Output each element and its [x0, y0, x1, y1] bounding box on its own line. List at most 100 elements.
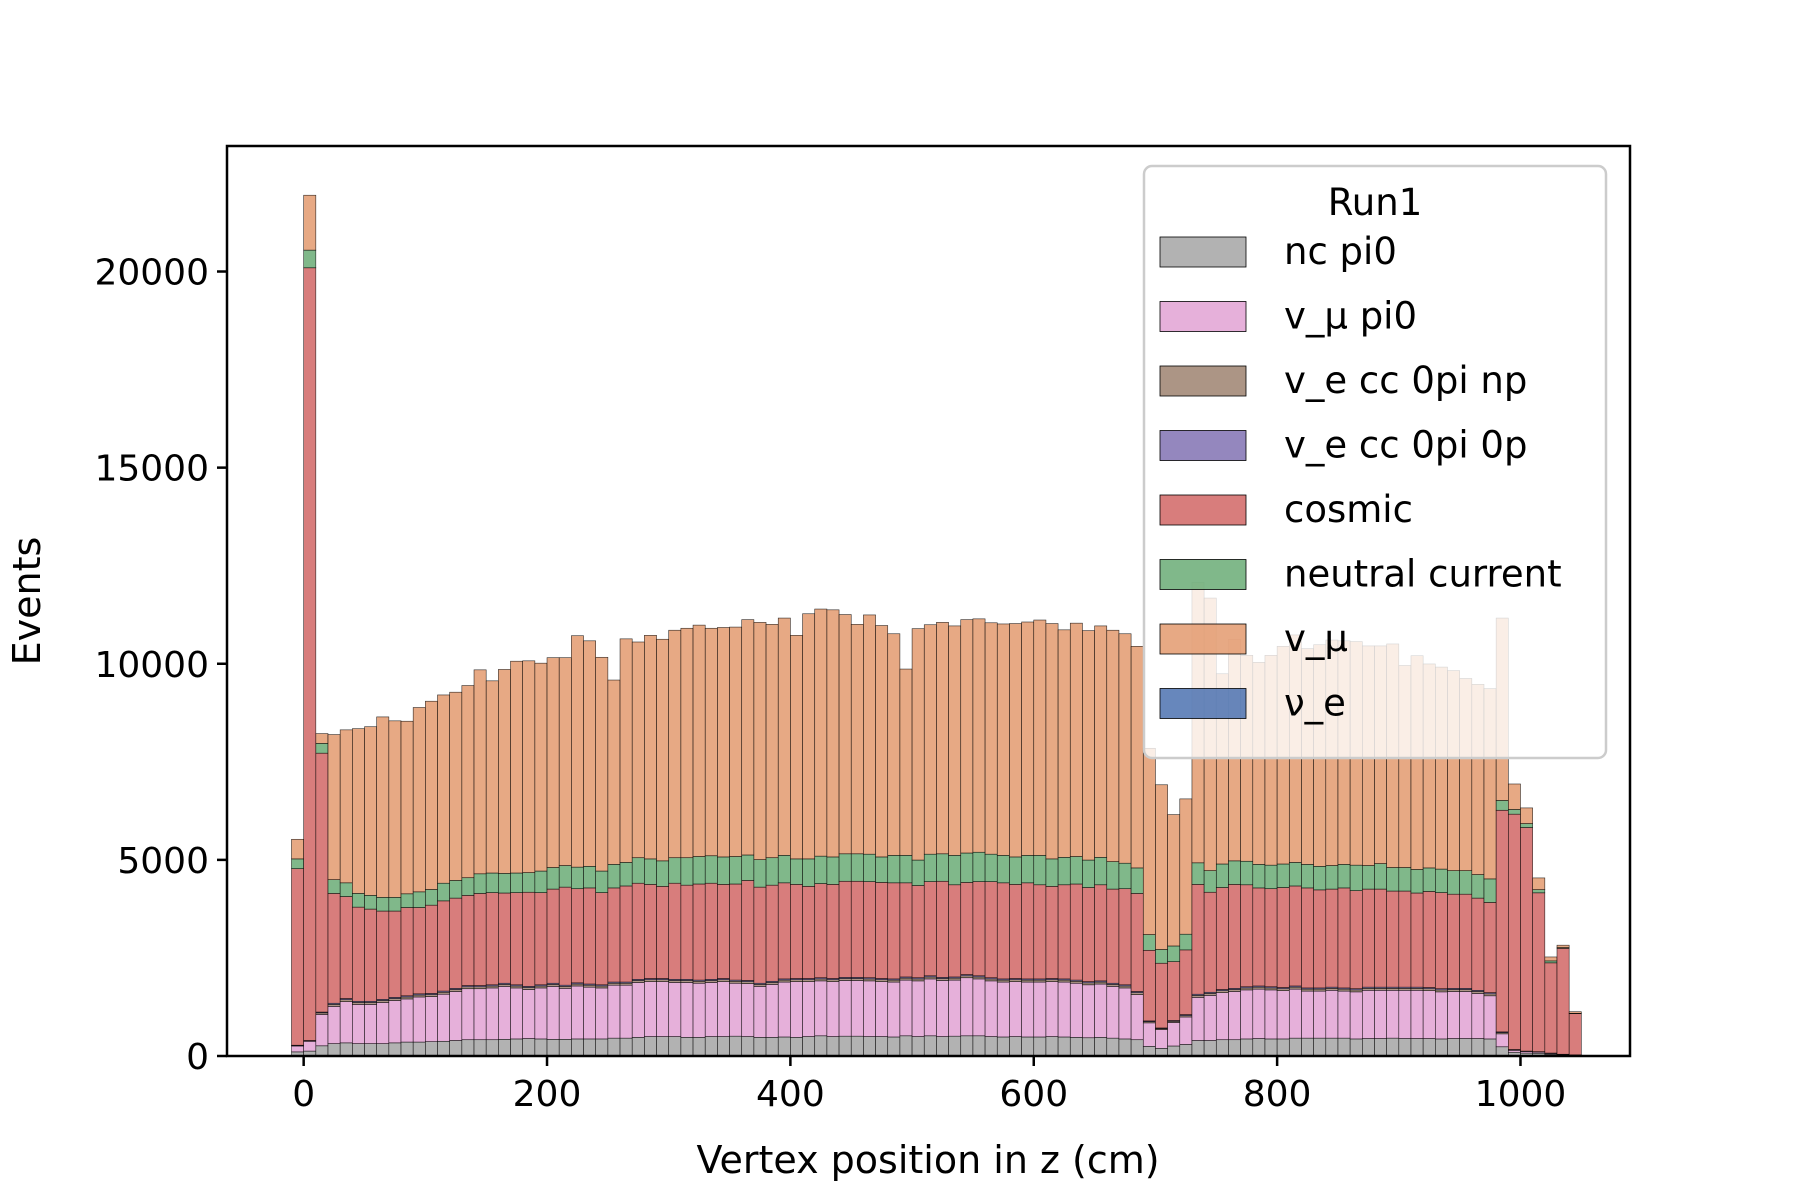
bar-v-pi0-bin-33 [692, 982, 706, 1038]
bar-v--bin-6 [364, 726, 377, 896]
bar-cosmic-bin-24 [583, 887, 596, 985]
bar-v-pi0-bin-18 [510, 987, 523, 1040]
bar-cosmic-bin-63 [1057, 884, 1071, 980]
bar-neutral-current-bin-45 [838, 853, 852, 882]
bar-nc-pi0-bin-3 [327, 1043, 341, 1056]
bar-neutral-current-bin-69 [1130, 867, 1144, 894]
bar-nc-pi0-bin-48 [875, 1036, 889, 1056]
bar-neutral-current-bin-77 [1228, 860, 1241, 885]
bar-neutral-current-bin-55 [960, 852, 974, 883]
bar-cosmic-bin-12 [437, 900, 450, 992]
bar-neutral-current-bin-36 [729, 856, 743, 885]
bar-nc-pi0-bin-16 [485, 1039, 499, 1056]
bar-cosmic-bin-8 [388, 910, 402, 998]
bar-cosmic-bin-64 [1069, 883, 1083, 981]
bar-v-pi0-bin-96 [1459, 991, 1473, 1039]
bar-nc-pi0-bin-4 [339, 1042, 353, 1056]
bar-v--bin-55 [960, 619, 974, 854]
bar-nc-pi0-bin-35 [717, 1036, 730, 1056]
bar-v--bin-56 [972, 618, 986, 853]
bar-nc-pi0-bin-9 [400, 1041, 414, 1056]
bar-cosmic-bin-105 [1568, 1013, 1582, 1056]
bar-v--bin-103 [1544, 956, 1558, 962]
bar-neutral-current-bin-38 [753, 859, 767, 888]
bar-cosmic-bin-55 [960, 882, 974, 975]
bar-nc-pi0-bin-42 [802, 1036, 816, 1056]
bar-v-pi0-bin-28 [631, 982, 645, 1038]
bar-neutral-current-bin-67 [1106, 861, 1120, 890]
bar-cosmic-bin-23 [571, 888, 584, 984]
bar-cosmic-bin-85 [1325, 888, 1339, 988]
bar-neutral-current-bin-42 [802, 858, 816, 887]
bar-neutral-current-bin-90 [1386, 867, 1400, 892]
bar-v-pi0-bin-53 [936, 980, 949, 1037]
bar-cosmic-bin-89 [1374, 888, 1387, 988]
bar-neutral-current-bin-60 [1021, 855, 1035, 884]
bar-v--bin-66 [1094, 625, 1108, 858]
bar-v--bin-43 [814, 608, 828, 857]
bar-cosmic-bin-49 [887, 882, 901, 980]
bar-neutral-current-bin-54 [948, 855, 962, 886]
bar-v-pi0-bin-32 [680, 982, 694, 1038]
bar-v--bin-63 [1057, 629, 1071, 858]
bar-v-pi0-bin-8 [388, 1000, 402, 1044]
y-axis: 0 5000 10000 15000 20000 [94, 253, 227, 1078]
bar-v-pi0-bin-13 [449, 991, 463, 1041]
bar-nc-pi0-bin-53 [936, 1036, 949, 1056]
bar-v-pi0-bin-19 [522, 989, 536, 1039]
bar-neutral-current-bin-3 [327, 879, 341, 894]
bar-neutral-current-bin-32 [680, 857, 694, 886]
bar-cosmic-bin-26 [607, 887, 621, 983]
bar-cosmic-bin-54 [948, 884, 962, 978]
bar-nc-pi0-bin-31 [668, 1036, 682, 1056]
bar-v-pi0-bin-27 [619, 984, 633, 1039]
bar-v--bin-45 [838, 614, 852, 855]
bar-cosmic-bin-36 [729, 883, 743, 981]
bar-neutral-current-bin-57 [984, 853, 998, 882]
bar-cosmic-bin-34 [704, 882, 718, 980]
bar-v--bin-50 [899, 668, 913, 856]
bar-nc-pi0-bin-57 [984, 1036, 998, 1056]
bar-nc-pi0-bin-75 [1203, 1040, 1217, 1056]
bar-cosmic-bin-0 [291, 868, 304, 1046]
bar-nc-pi0-bin-79 [1252, 1038, 1266, 1056]
bar-v-pi0-bin-16 [485, 987, 499, 1041]
bar-nc-pi0-bin-99 [1495, 1046, 1509, 1056]
bar-v--bin-68 [1118, 633, 1132, 864]
bar-neutral-current-bin-0 [291, 858, 304, 870]
bar-v-pi0-bin-55 [960, 977, 974, 1037]
bar-v-pi0-bin-68 [1118, 987, 1132, 1040]
bar-v--bin-35 [717, 627, 730, 858]
bar-neutral-current-bin-34 [704, 855, 718, 884]
bar-neutral-current-bin-73 [1179, 933, 1193, 951]
bar-nc-pi0-bin-90 [1386, 1037, 1400, 1056]
bar-v--bin-39 [765, 624, 779, 859]
bar-nc-pi0-bin-55 [960, 1035, 974, 1056]
bar-cosmic-bin-60 [1021, 882, 1035, 980]
bar-v-pi0-bin-92 [1410, 989, 1424, 1039]
legend-label: v_e cc 0pi 0p [1284, 424, 1527, 467]
bar-cosmic-bin-40 [777, 882, 791, 980]
bar-nc-pi0-bin-56 [972, 1035, 986, 1056]
legend-swatch [1159, 623, 1247, 655]
bar-cosmic-bin-81 [1276, 887, 1290, 988]
bar-cosmic-bin-87 [1349, 890, 1363, 990]
bar-neutral-current-bin-91 [1398, 867, 1412, 892]
bar-cosmic-bin-70 [1142, 949, 1156, 1022]
bar-neutral-current-bin-1 [303, 249, 317, 269]
x-axis: 0 200 400 600 800 1000 [292, 1056, 1566, 1115]
bar-v-pi0-bin-24 [583, 986, 596, 1040]
bar-v-pi0-bin-75 [1203, 995, 1217, 1041]
bar-v--bin-60 [1021, 621, 1035, 856]
bar-v-pi0-bin-99 [1495, 1033, 1509, 1048]
bar-cosmic-bin-33 [692, 883, 706, 981]
bar-neutral-current-bin-20 [534, 870, 548, 893]
y-tick-label: 5000 [117, 841, 209, 882]
bar-neutral-current-bin-95 [1447, 870, 1460, 895]
bar-nc-pi0-bin-52 [923, 1035, 937, 1056]
bar-nc-pi0-bin-29 [644, 1036, 657, 1056]
legend-swatch [1159, 236, 1247, 268]
bar-v--bin-40 [777, 617, 791, 856]
bar-nc-pi0-bin-68 [1118, 1038, 1132, 1056]
bar-v-pi0-bin-88 [1361, 989, 1375, 1039]
